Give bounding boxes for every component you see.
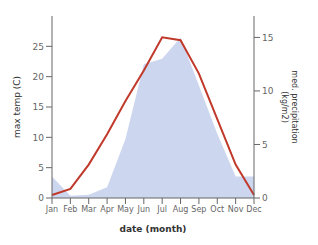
svg-text:0: 0: [38, 193, 44, 203]
svg-text:Nov: Nov: [228, 205, 244, 214]
svg-text:May: May: [117, 205, 134, 214]
svg-text:0: 0: [262, 193, 268, 203]
svg-text:10: 10: [262, 86, 274, 96]
svg-text:Mar: Mar: [81, 205, 97, 214]
svg-text:med. precipitation(kg/m2): med. precipitation(kg/m2): [280, 70, 299, 143]
svg-text:Dec: Dec: [246, 205, 261, 214]
svg-text:Oct: Oct: [210, 205, 224, 214]
svg-text:max temp (C): max temp (C): [12, 76, 22, 138]
svg-text:Apr: Apr: [100, 205, 115, 214]
svg-text:5: 5: [38, 163, 44, 173]
svg-text:25: 25: [33, 42, 44, 52]
svg-text:5: 5: [262, 140, 268, 150]
svg-text:Aug: Aug: [173, 205, 189, 214]
svg-text:date (month): date (month): [120, 224, 187, 234]
svg-text:Jun: Jun: [137, 205, 151, 214]
svg-text:15: 15: [33, 102, 44, 112]
svg-text:Sep: Sep: [191, 205, 206, 214]
svg-text:Jul: Jul: [156, 205, 167, 214]
svg-text:Jan: Jan: [45, 205, 58, 214]
svg-text:Feb: Feb: [63, 205, 77, 214]
svg-text:20: 20: [33, 72, 45, 82]
svg-text:10: 10: [33, 133, 45, 143]
svg-text:15: 15: [262, 33, 273, 43]
